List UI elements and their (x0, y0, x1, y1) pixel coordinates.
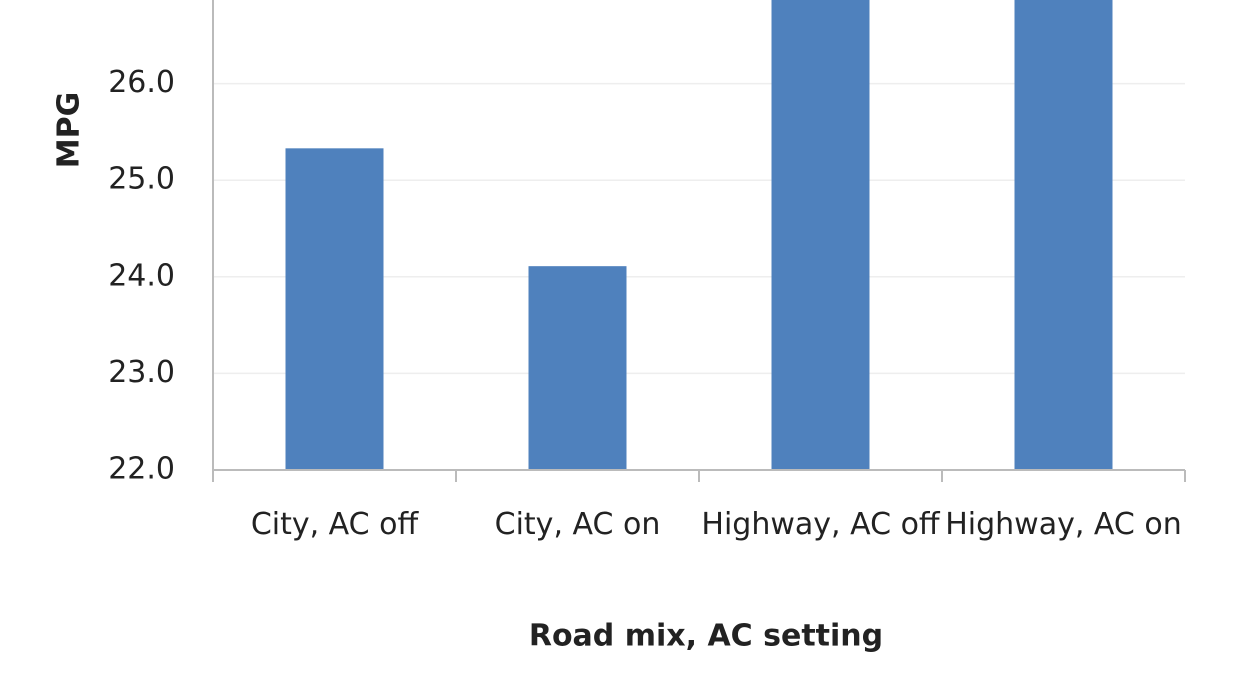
bar (528, 266, 627, 470)
y-tick-label: 24.0 (108, 258, 175, 293)
x-tick-label: City, AC on (494, 507, 661, 542)
x-tick-label: City, AC off (250, 507, 419, 542)
y-tick-label: 27.0 (108, 0, 175, 4)
bar (285, 148, 384, 470)
bar (771, 0, 870, 471)
x-tick-label: Highway, AC on (945, 507, 1182, 542)
x-axis-label: Road mix, AC setting (529, 619, 883, 654)
y-axis-label: MPG (52, 92, 87, 168)
y-tick-label: 22.0 (108, 452, 175, 487)
x-tick-label: Highway, AC off (701, 507, 940, 542)
y-tick-label: 25.0 (108, 162, 175, 197)
y-tick-label: 26.0 (108, 65, 175, 100)
y-tick-label: 23.0 (108, 355, 175, 390)
bar (1014, 0, 1113, 470)
